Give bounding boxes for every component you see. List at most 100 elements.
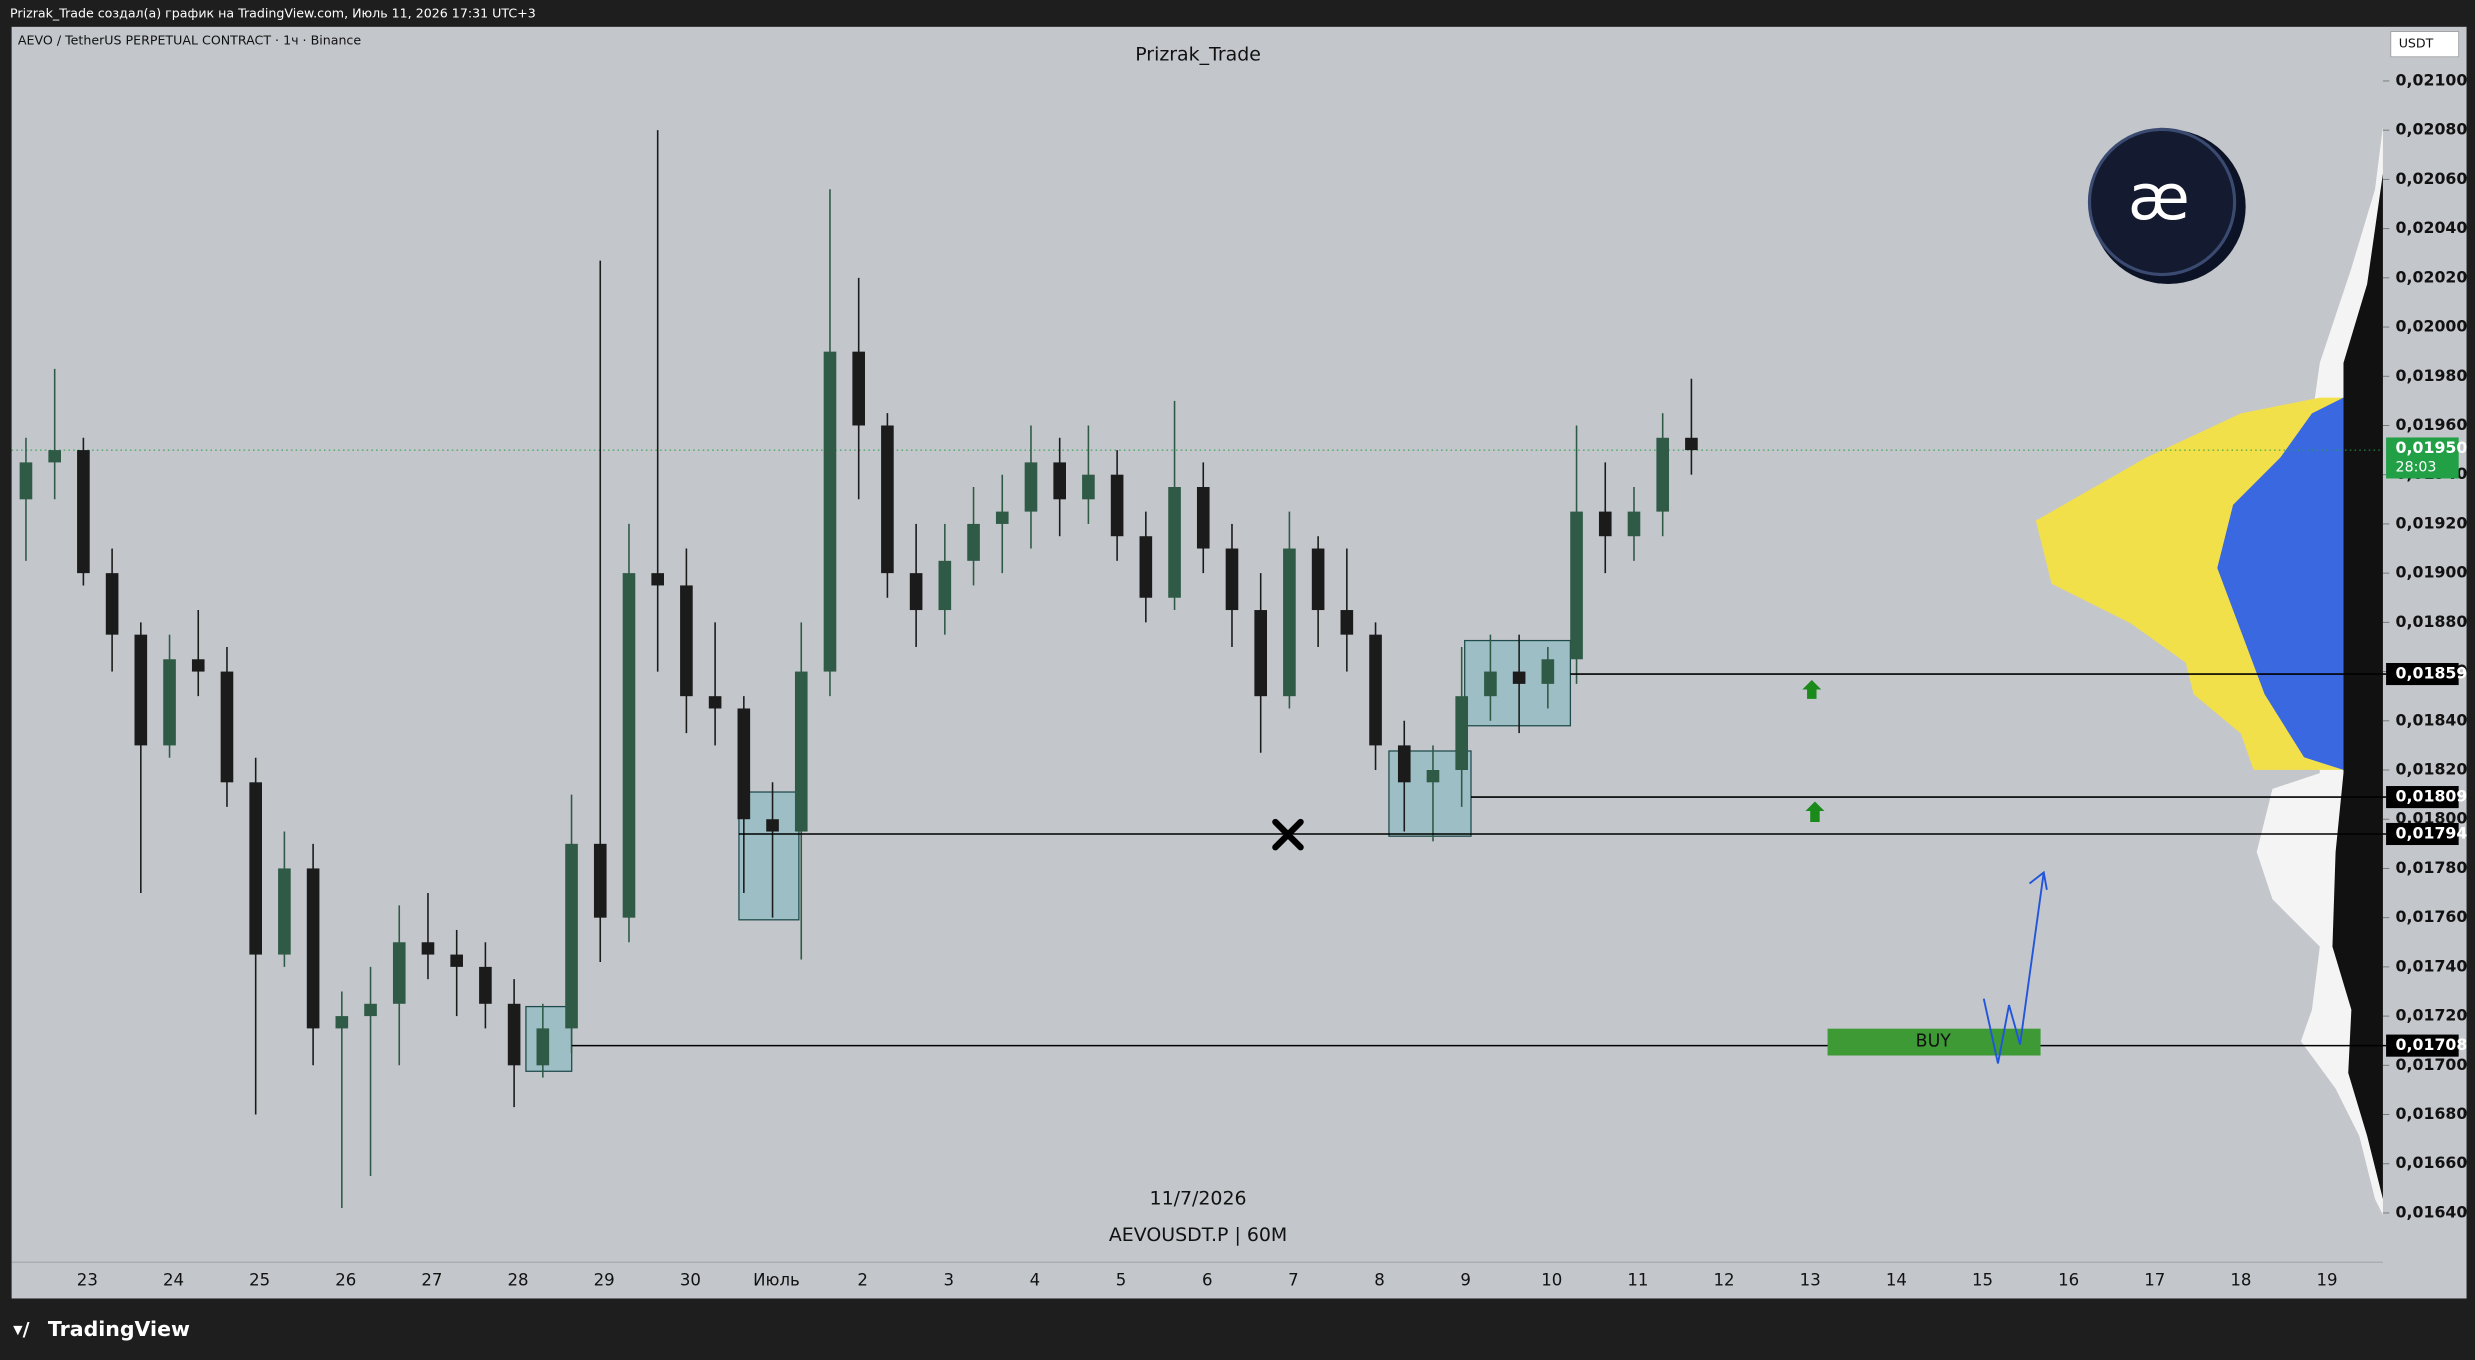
candle-body	[1369, 634, 1382, 746]
candle-body	[1656, 437, 1670, 512]
x-tick-label: 27	[421, 1271, 442, 1290]
candle-body	[507, 1003, 521, 1066]
y-tick-label: 0,01640	[2396, 1202, 2468, 1221]
x-tick-label: 8	[1374, 1271, 1385, 1290]
x-tick-label: 19	[2317, 1271, 2338, 1290]
x-tick-label: 11	[1627, 1271, 1648, 1290]
candle-body	[48, 450, 61, 463]
footer-logo: ▾/	[13, 1319, 29, 1341]
candle-body	[1254, 610, 1268, 697]
candle-body	[737, 708, 751, 820]
chart-background	[11, 26, 2467, 1299]
candle-body	[680, 585, 693, 697]
candle-body	[1082, 474, 1095, 500]
x-tick-label: 30	[680, 1271, 701, 1290]
candle-body	[995, 511, 1009, 524]
candle-body	[967, 523, 980, 561]
y-tick-label: 0,01760	[2396, 907, 2468, 926]
candle-body	[191, 659, 205, 672]
candle-body	[1340, 610, 1354, 635]
candle-body	[1484, 671, 1497, 697]
candle-body	[909, 573, 923, 611]
price-axis: 0,01640 0,01660 0,01680 0,01700 0,01720 0,017…	[2382, 70, 2468, 1221]
y-tick-label: 0,02080	[2396, 120, 2468, 139]
candle-body	[479, 966, 492, 1004]
volume-profile-blue	[2217, 397, 2344, 770]
candle-body	[77, 450, 90, 574]
x-mark	[1272, 818, 1304, 851]
candle-body	[1455, 696, 1469, 771]
volume-profile-black	[2332, 173, 2383, 1200]
candle-body	[593, 843, 607, 918]
buy-zone	[1827, 1028, 2041, 1056]
x-tick-label: Июль	[753, 1271, 800, 1290]
x-tick-label: 7	[1288, 1271, 1299, 1290]
y-tick-label: 0,02000	[2396, 317, 2468, 336]
candle-body	[565, 843, 578, 1029]
candle-body	[421, 942, 435, 955]
y-tick-label: 0,01920	[2396, 513, 2468, 532]
candle-body	[392, 942, 406, 1004]
symbol: AEVO / TetherUS PERPETUAL CONTRACT · 1ч …	[18, 33, 361, 48]
candle-body	[1283, 548, 1296, 697]
candle-body	[1024, 462, 1038, 512]
candle-body	[19, 462, 33, 500]
candle-body	[220, 671, 234, 783]
y-tick-label: 0,01820	[2396, 760, 2468, 779]
x-tick-label: 4	[1030, 1271, 1041, 1290]
x-tick-label: 25	[249, 1271, 270, 1290]
y-tick-label: 0,01980	[2396, 366, 2468, 385]
level-label: 0,01708	[2396, 1035, 2468, 1054]
candle-body	[1570, 511, 1583, 660]
level-box	[2386, 822, 2459, 846]
x-tick-label: 2	[857, 1271, 868, 1290]
candle-body	[852, 351, 865, 426]
y-tick-label: 0,02100	[2396, 70, 2468, 89]
candle-body	[1053, 462, 1067, 500]
candle-body	[134, 634, 148, 746]
candle-body	[249, 782, 262, 955]
countdown-label: 28:03	[2396, 459, 2437, 475]
level-label: 0,01859	[2396, 664, 2468, 683]
y-tick-label: 0,02060	[2396, 169, 2468, 188]
candle-body	[1512, 671, 1526, 684]
candle-body	[1685, 437, 1698, 451]
candle-body	[163, 659, 176, 746]
candle-body	[1397, 745, 1411, 783]
current-price-label: 0,01950	[2396, 438, 2468, 457]
y-tick-label: 0,02020	[2396, 267, 2468, 286]
candle-body	[1139, 536, 1153, 598]
candle-body	[622, 573, 636, 918]
candle-body	[306, 868, 320, 1029]
candle-body	[1168, 487, 1181, 598]
x-tick-label: 18	[2230, 1271, 2251, 1290]
currency-box	[2390, 31, 2460, 58]
x-tick-label: 26	[335, 1271, 356, 1290]
y-tick-label: 0,01700	[2396, 1055, 2468, 1074]
footer-brand: TradingView	[48, 1317, 190, 1341]
x-tick-label: 9	[1460, 1271, 1471, 1290]
y-tick-label: 0,01960	[2396, 415, 2468, 434]
x-tick-label: 23	[77, 1271, 98, 1290]
x-tick-label: 24	[163, 1271, 184, 1290]
candle-body	[1426, 770, 1440, 783]
y-tick-label: 0,01720	[2396, 1006, 2468, 1025]
candle-body	[1110, 474, 1124, 537]
level-box	[2386, 786, 2459, 809]
time-axis: 23 24 25 26 27 28 29 30 Июль 2 3 4 5 6 7 8 9 10 11 12 13 14 15…	[77, 1271, 2338, 1290]
candle-body	[1541, 659, 1555, 684]
volume-profile	[2035, 126, 2383, 1215]
candle-body	[794, 671, 808, 832]
candle-body	[708, 696, 722, 709]
x-tick-label: 29	[594, 1271, 615, 1290]
candle-body	[766, 819, 779, 832]
arrow-up	[1805, 801, 1825, 822]
chart-title: Prizrak_Trade	[1135, 44, 1261, 66]
candle-body	[335, 1016, 349, 1029]
candle-body	[1196, 487, 1210, 549]
level-label: 0,01794	[2396, 823, 2468, 842]
y-tick-label: 0,01900	[2396, 563, 2468, 582]
level-label: 0,01809	[2396, 787, 2468, 806]
candle-body	[651, 573, 664, 586]
